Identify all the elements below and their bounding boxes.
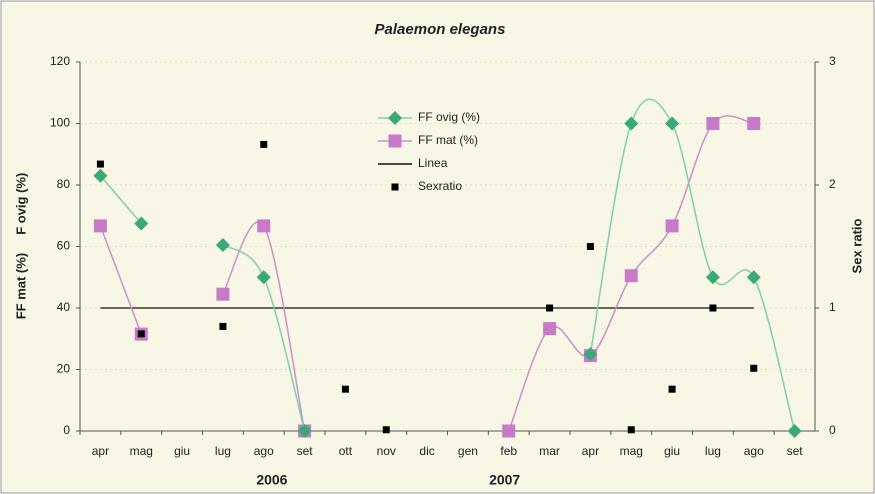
data-point xyxy=(502,424,516,438)
data-point xyxy=(256,270,271,285)
x-tick-label: mar xyxy=(539,444,560,458)
x-tick-label: apr xyxy=(582,444,599,458)
data-point xyxy=(543,322,557,336)
data-point xyxy=(137,330,145,338)
data-point xyxy=(93,219,107,233)
x-tick-label: lug xyxy=(705,444,721,458)
legend-label: Sexratio xyxy=(418,179,462,193)
data-point xyxy=(705,270,720,285)
data-point xyxy=(134,216,149,231)
data-point xyxy=(627,426,635,434)
x-tick-label: giu xyxy=(664,444,680,458)
data-point xyxy=(257,219,271,233)
legend-label: FF mat (%) xyxy=(418,133,478,147)
x-tick-label: mag xyxy=(130,444,153,458)
x-tick-label: feb xyxy=(500,444,517,458)
data-point xyxy=(746,270,761,285)
year-label: 2006 xyxy=(256,472,287,488)
x-tick-label: mag xyxy=(620,444,643,458)
data-point xyxy=(583,347,598,362)
y2-tick-label: 2 xyxy=(829,177,836,191)
y-tick-label: 100 xyxy=(50,116,70,130)
x-tick-label: dic xyxy=(419,444,434,458)
y-tick-label: 80 xyxy=(57,177,71,191)
data-point xyxy=(624,269,638,283)
legend-marker xyxy=(388,111,402,125)
x-tick-label: ago xyxy=(254,444,274,458)
y-tick-label: 20 xyxy=(57,362,71,376)
data-point xyxy=(668,385,676,393)
data-point xyxy=(219,322,227,330)
x-tick-label: set xyxy=(787,444,804,458)
y-tick-label: 40 xyxy=(57,300,71,314)
y2-axis-label: Sex ratio xyxy=(849,218,864,273)
data-point xyxy=(787,424,802,438)
x-tick-label: ott xyxy=(339,444,353,458)
data-point xyxy=(546,304,554,312)
legend-label: Linea xyxy=(418,156,448,170)
legend-label: FF ovig (%) xyxy=(418,110,480,124)
data-point xyxy=(216,287,230,301)
x-tick-label: giu xyxy=(174,444,190,458)
data-point xyxy=(747,117,761,130)
data-point xyxy=(750,364,758,372)
y-tick-label: 60 xyxy=(57,239,71,253)
x-tick-label: gen xyxy=(458,444,478,458)
chart-title: Palaemon elegans xyxy=(375,21,506,38)
data-point xyxy=(706,117,720,130)
x-tick-label: apr xyxy=(92,444,109,458)
y2-tick-label: 0 xyxy=(829,423,836,437)
data-point xyxy=(260,140,268,148)
y-axis-label: FF mat (%) F ovig (%) xyxy=(13,173,28,320)
y2-tick-label: 3 xyxy=(829,54,836,68)
x-tick-label: nov xyxy=(377,444,396,458)
data-point xyxy=(382,426,390,434)
y-tick-label: 120 xyxy=(50,54,70,68)
data-point xyxy=(709,304,717,312)
data-point xyxy=(96,160,104,168)
y2-tick-label: 1 xyxy=(829,300,836,314)
data-point xyxy=(93,168,108,183)
data-point xyxy=(624,116,639,131)
year-label: 2007 xyxy=(489,472,520,488)
legend-marker xyxy=(391,183,399,191)
data-point xyxy=(341,385,349,393)
legend-marker xyxy=(388,134,402,148)
data-point xyxy=(665,219,679,233)
data-point xyxy=(665,116,680,131)
data-point xyxy=(586,243,594,250)
data-point xyxy=(297,424,312,438)
y-tick-label: 0 xyxy=(63,423,70,437)
x-tick-label: ago xyxy=(744,444,764,458)
data-point xyxy=(215,237,230,252)
x-tick-label: lug xyxy=(215,444,231,458)
x-tick-label: set xyxy=(297,444,314,458)
